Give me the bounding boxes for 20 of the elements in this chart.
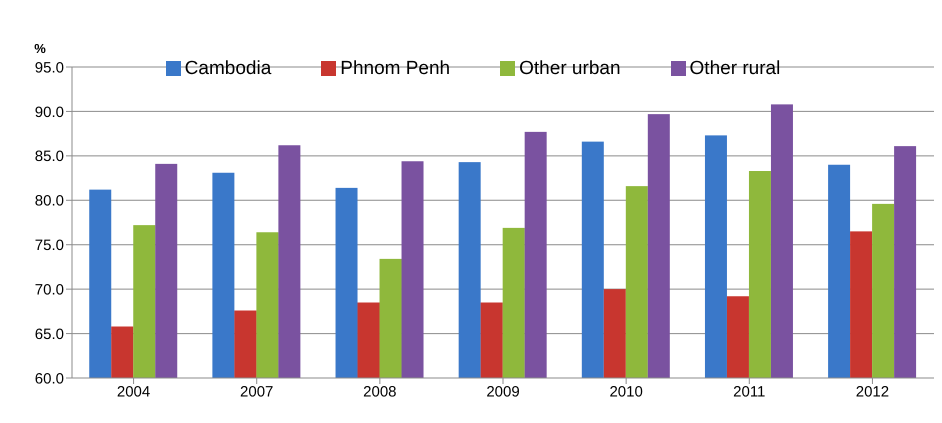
y-tick-label: 75.0	[34, 237, 64, 254]
x-tick-label: 2011	[733, 384, 766, 401]
legend-label: Cambodia	[184, 58, 272, 79]
y-tick-label: 90.0	[34, 104, 64, 121]
y-tick-label: 95.0	[34, 59, 64, 76]
x-tick-label: 2007	[240, 384, 274, 401]
x-tick-label: 2010	[609, 384, 643, 401]
x-tick-label: 2009	[486, 384, 520, 401]
x-tick-label: 2004	[116, 384, 150, 401]
y-tick-label: 80.0	[34, 192, 64, 210]
y-tick-label: 65.0	[34, 326, 64, 343]
legend-label: Other rural	[690, 58, 780, 79]
y-tick-label: 70.0	[34, 281, 64, 298]
y-tick-label: 60.0	[34, 370, 64, 388]
legend-label: Phnom Penh	[340, 58, 450, 79]
x-tick-label: 2008	[363, 384, 397, 401]
legend-label: Other urban	[519, 58, 621, 79]
x-tick-label: 2012	[856, 384, 890, 401]
y-axis-title: %	[34, 41, 46, 56]
y-tick-label: 85.0	[34, 148, 64, 166]
